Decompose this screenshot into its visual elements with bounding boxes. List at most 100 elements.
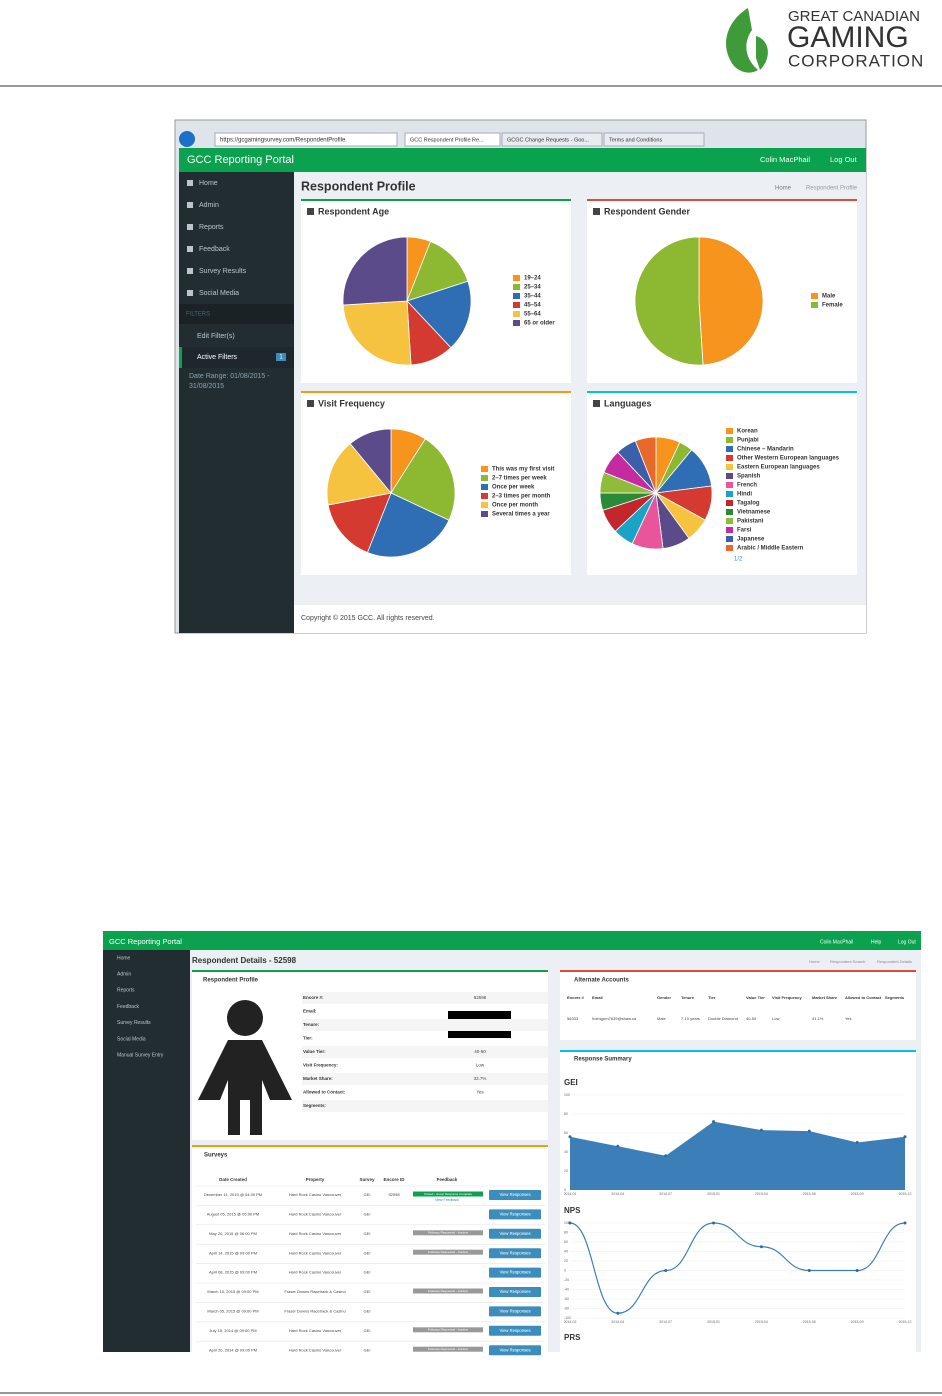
nav-item[interactable]: Reports: [199, 224, 224, 231]
cell: GEI: [364, 1308, 371, 1313]
tab[interactable]: [404, 132, 501, 147]
breadcrumb[interactable]: Respondent Search: [830, 959, 865, 964]
logout[interactable]: Log Out: [898, 939, 916, 945]
legend-label: Once per week: [492, 485, 535, 491]
legend-swatch: [726, 545, 733, 551]
sidebar: [179, 172, 294, 633]
field-value: 40-50: [474, 1049, 486, 1054]
tab[interactable]: [603, 132, 705, 147]
nav-item[interactable]: Active Filters: [197, 354, 238, 361]
column-header: Email: [592, 995, 603, 1000]
point: [568, 1135, 572, 1139]
point: [903, 1221, 907, 1225]
button[interactable]: [489, 1228, 541, 1239]
column-header: Date Created: [219, 1177, 247, 1182]
field-label: Tier:: [303, 1036, 313, 1041]
user-name[interactable]: Colin MacPhail: [760, 155, 810, 164]
panel-border: [560, 1050, 916, 1052]
logo-text: CORPORATION: [788, 51, 924, 70]
tab[interactable]: [501, 132, 603, 147]
legend-swatch: [481, 502, 488, 508]
legend-swatch: [726, 536, 733, 542]
button-label[interactable]: View Responses: [499, 1192, 530, 1197]
y-tick-label: 80: [564, 1112, 568, 1116]
legend-label: Several times a year: [492, 512, 550, 518]
legend-label: Female: [822, 303, 843, 309]
button[interactable]: [489, 1209, 541, 1220]
button[interactable]: [489, 1287, 541, 1297]
point: [807, 1269, 811, 1272]
help[interactable]: Help: [871, 939, 882, 945]
surveys-panel: [192, 1145, 548, 1352]
breadcrumb[interactable]: Home: [809, 959, 820, 964]
nav-item[interactable]: Social Media: [199, 290, 239, 297]
cell: 41.1%: [812, 1016, 824, 1021]
field-value: 33.7%: [474, 1076, 487, 1081]
cell: GEI: [364, 1270, 371, 1275]
legend-label: 55–64: [524, 312, 541, 318]
nav-item[interactable]: Reports: [117, 988, 135, 994]
url-bar[interactable]: [214, 132, 398, 147]
logout[interactable]: Log Out: [830, 155, 858, 164]
button-label[interactable]: View Responses: [499, 1270, 530, 1275]
button-label[interactable]: View Responses: [499, 1347, 530, 1352]
panel-title: Languages: [604, 398, 652, 408]
nav-item[interactable]: Survey Results: [199, 268, 247, 275]
button[interactable]: [489, 1325, 541, 1336]
nav-icon: [187, 268, 193, 274]
back-button[interactable]: [179, 131, 195, 147]
link[interactable]: View Feedback: [435, 1198, 459, 1202]
button-label[interactable]: View Responses: [499, 1309, 530, 1314]
cell: April 08, 2015 @ 09:00 PM: [209, 1270, 257, 1275]
nav-item[interactable]: Home: [117, 955, 131, 961]
nav-item[interactable]: Feedback: [199, 246, 230, 253]
url: https://gcgamingsurvey.com/RespondentPro…: [220, 138, 346, 144]
panel-title: Visit Frequency: [318, 398, 385, 408]
y-tick-label: -60: [564, 1297, 569, 1301]
button[interactable]: [489, 1267, 541, 1278]
nav-item[interactable]: Feedback: [117, 1004, 139, 1010]
button-label[interactable]: View Responses: [499, 1212, 530, 1217]
button-label[interactable]: View Responses: [499, 1231, 530, 1236]
user-name[interactable]: Colin MacPhail: [820, 939, 853, 945]
button[interactable]: [489, 1306, 541, 1317]
field-label: Encore #:: [303, 995, 324, 1000]
nav-item[interactable]: Admin: [117, 972, 131, 978]
legend-label: Other Western European languages: [737, 456, 840, 462]
tab-label[interactable]: Terms and Conditions: [609, 137, 662, 143]
brand: GCC Reporting Portal: [187, 154, 294, 166]
breadcrumb[interactable]: Home: [775, 186, 792, 192]
x-tick-label: 2014-01: [564, 1192, 577, 1196]
row-bg: [302, 1046, 548, 1058]
button-label[interactable]: View Responses: [499, 1250, 530, 1255]
column-header: Allowed to Contact: [845, 995, 882, 1000]
button-label[interactable]: View Responses: [499, 1289, 530, 1294]
button[interactable]: [489, 1345, 541, 1356]
field-label: Allowed to Contact:: [303, 1090, 346, 1095]
y-tick-label: 40: [564, 1249, 568, 1253]
nav-item[interactable]: Manual Survey Entry: [117, 1053, 164, 1059]
legend-swatch: [726, 455, 733, 461]
tab-label[interactable]: GCC Respondent Profile Re...: [410, 137, 484, 143]
nav-item[interactable]: Edit Filter(s): [197, 333, 235, 340]
nav-item[interactable]: Admin: [199, 202, 219, 209]
button[interactable]: [489, 1248, 541, 1259]
page-title: Respondent Profile: [301, 179, 416, 193]
nav-icon: [187, 246, 193, 252]
tab-label[interactable]: GCGC Change Requests - Goo...: [507, 137, 589, 143]
nav-item[interactable]: Social Media: [117, 1036, 146, 1042]
panel-border: [301, 391, 571, 393]
button-label[interactable]: View Responses: [499, 1328, 530, 1333]
row-bg: [302, 992, 548, 1004]
field-value: 52598: [474, 995, 487, 1000]
legend-swatch: [513, 320, 520, 326]
navbar: [179, 148, 866, 172]
field-label: Email:: [303, 1009, 317, 1014]
x-tick-label: 2015-01: [707, 1320, 720, 1324]
nav-item[interactable]: Survey Results: [117, 1020, 151, 1026]
cell: GEI: [364, 1192, 371, 1197]
pager[interactable]: 1/2: [734, 557, 743, 563]
button[interactable]: [489, 1190, 541, 1200]
nav-item[interactable]: Home: [199, 180, 218, 187]
